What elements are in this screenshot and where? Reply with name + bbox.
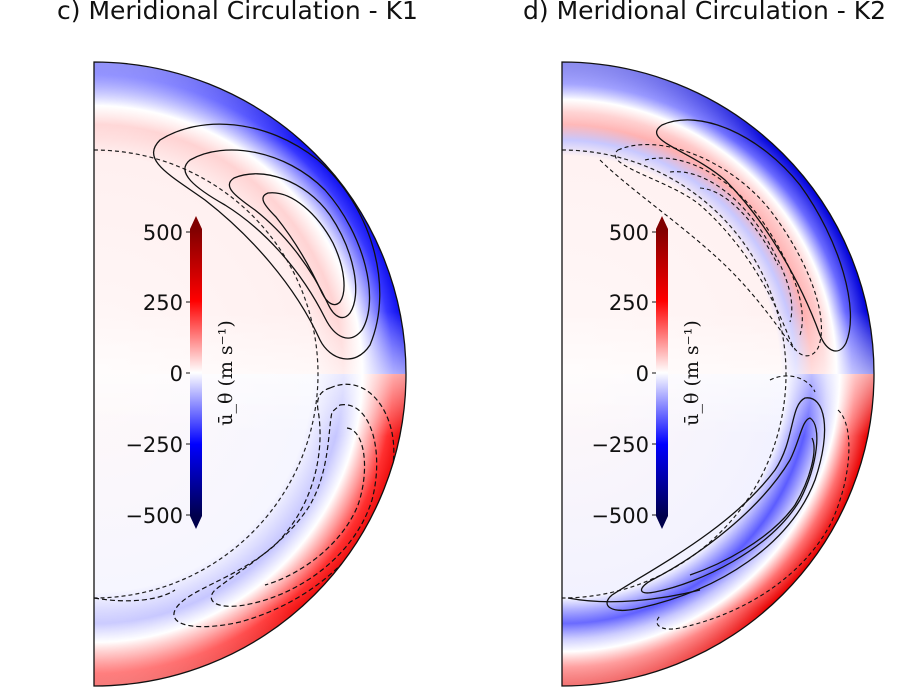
colorbar-d-extend-bottom: [656, 516, 668, 529]
colorbar-d: 500 250 0 −250 −500 ū_θ (m s⁻¹): [591, 216, 703, 529]
colorbar-d-extend-top: [656, 216, 668, 229]
colorbar-d-tick-250: 250: [609, 291, 649, 315]
colorbar-c-tick-neg500: −500: [125, 504, 183, 528]
colorbar-d-tick-neg500: −500: [591, 504, 649, 528]
panel-c-outer-boundary: [93, 61, 407, 687]
colorbar-c-label: ū_θ (m s⁻¹): [215, 320, 237, 426]
colorbar-d-body: [656, 229, 668, 516]
colorbar-d-tick-500: 500: [609, 221, 649, 245]
colorbar-c-tick-250: 250: [143, 291, 183, 315]
colorbar-d-tick-0: 0: [636, 362, 649, 386]
colorbar-d-ticks: [652, 231, 656, 516]
colorbar-c-ticks: [186, 231, 190, 516]
panel-d-outer-boundary: [561, 61, 875, 687]
panel-c-inner-boundary: [94, 149, 319, 599]
colorbar-c-body: [190, 229, 202, 516]
panel-c-north-streamlines: [153, 123, 381, 360]
colorbar-c-tick-0: 0: [170, 362, 183, 386]
panel-c-south-streamlines: [173, 383, 395, 628]
panel-c-title: c) Meridional Circulation - K1: [57, 0, 418, 25]
colorbar-d-tick-neg250: −250: [591, 433, 649, 457]
panel-c-plot: [93, 61, 407, 687]
panel-d-title: d) Meridional Circulation - K2: [523, 0, 887, 25]
colorbar-c-extend-bottom: [190, 516, 202, 529]
panel-d-north-streamlines: [655, 119, 852, 352]
colorbar-c-tick-500: 500: [143, 221, 183, 245]
colorbar-c: 500 250 0 −250 −500 ū_θ (m s⁻¹): [125, 216, 237, 529]
panel-d-south-dashed: [656, 375, 850, 630]
colorbar-d-label: ū_θ (m s⁻¹): [681, 320, 703, 426]
colorbar-c-tick-neg250: −250: [125, 433, 183, 457]
panel-d-south-streamlines: [567, 397, 826, 611]
panel-d-north-dashed: [599, 143, 822, 357]
panel-d-inner-boundary: [562, 149, 787, 599]
colorbar-c-extend-top: [190, 216, 202, 229]
panel-d-plot: [561, 61, 875, 687]
